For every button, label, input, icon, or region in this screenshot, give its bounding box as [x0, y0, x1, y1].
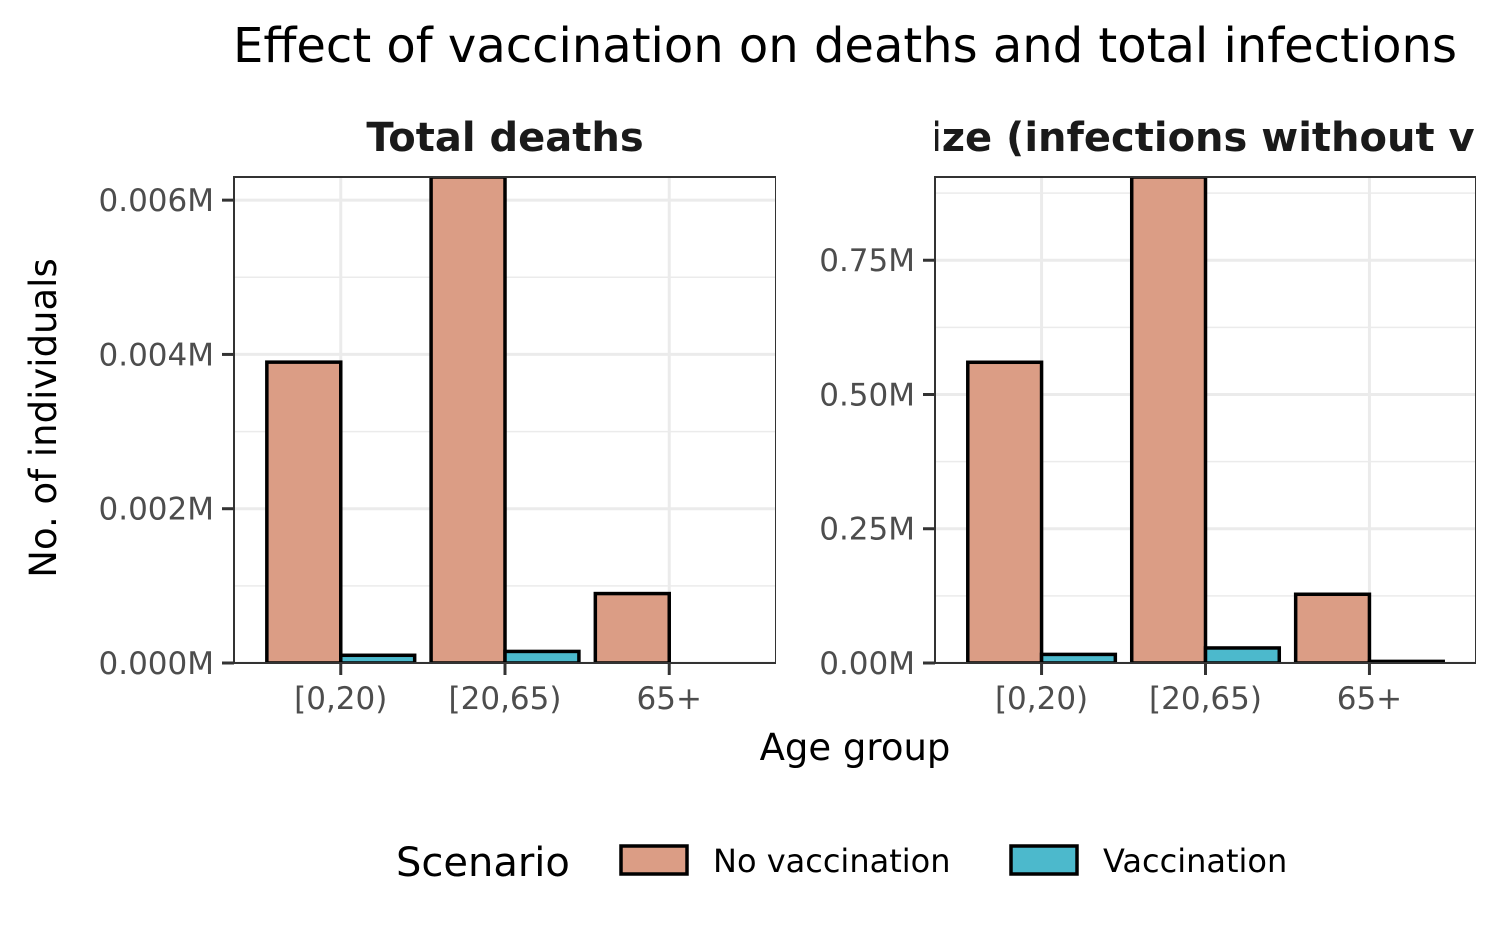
y-axis-label: No. of individuals [22, 258, 65, 577]
x-tick-label: [0,20) [294, 681, 387, 717]
y-tick-label: 0.50M [819, 377, 915, 413]
bar-vaccination-0 [339, 653, 417, 663]
y-tick-label: 0.006M [99, 183, 215, 219]
bar-no-vaccination-1 [429, 177, 507, 663]
bar-vaccination-0 [1039, 652, 1118, 663]
y-tick-label: 0.004M [99, 337, 215, 373]
panels: 0.000M 0.002M 0.004M 0.006M [0,20) [20,65) 65+… [99, 115, 1500, 717]
y-tick-label: 0.000M [99, 646, 215, 682]
x-tick-label: 65+ [1337, 681, 1402, 717]
legend-label-1: Vaccination [1103, 842, 1287, 880]
x-tick-label: [20,65) [449, 681, 562, 717]
panel-1: 0.00M 0.25M 0.50M 0.75M [0,20) [20,65) 65+ Epid… [686, 115, 1500, 717]
panel-title: Epidemic size (infections without vaccin… [686, 115, 1500, 161]
legend-key-1 [1009, 844, 1079, 876]
bar-no-vaccination-0 [265, 360, 343, 663]
panel-0: 0.000M 0.002M 0.004M 0.006M [0,20) [20,65) 65+… [99, 115, 776, 717]
legend: Scenario No vaccination Vaccination [396, 840, 1287, 886]
y-tick-label: 0.25M [819, 512, 915, 548]
x-tick-label: [0,20) [995, 681, 1088, 717]
chart-title: Effect of vaccination on deaths and tota… [233, 18, 1457, 74]
x-axis-label: Age group [760, 726, 951, 769]
x-tick-label: 65+ [637, 681, 702, 717]
y-tick-label: 0.002M [99, 492, 215, 528]
panel-title: Total deaths [366, 115, 643, 161]
y-tick-label: 0.75M [819, 243, 915, 279]
bar-no-vaccination-0 [966, 360, 1044, 663]
bar-no-vaccination-1 [1129, 177, 1208, 663]
bar-no-vaccination-2 [1293, 592, 1372, 663]
x-tick-label: [20,65) [1149, 681, 1262, 717]
legend-key-0 [619, 844, 689, 876]
bar-vaccination-1 [503, 649, 581, 663]
y-tick-label: 0.00M [819, 646, 915, 682]
legend-label-0: No vaccination [713, 842, 951, 880]
legend-title: Scenario [396, 840, 570, 886]
bar-no-vaccination-2 [593, 591, 671, 663]
bar-vaccination-1 [1203, 646, 1282, 663]
